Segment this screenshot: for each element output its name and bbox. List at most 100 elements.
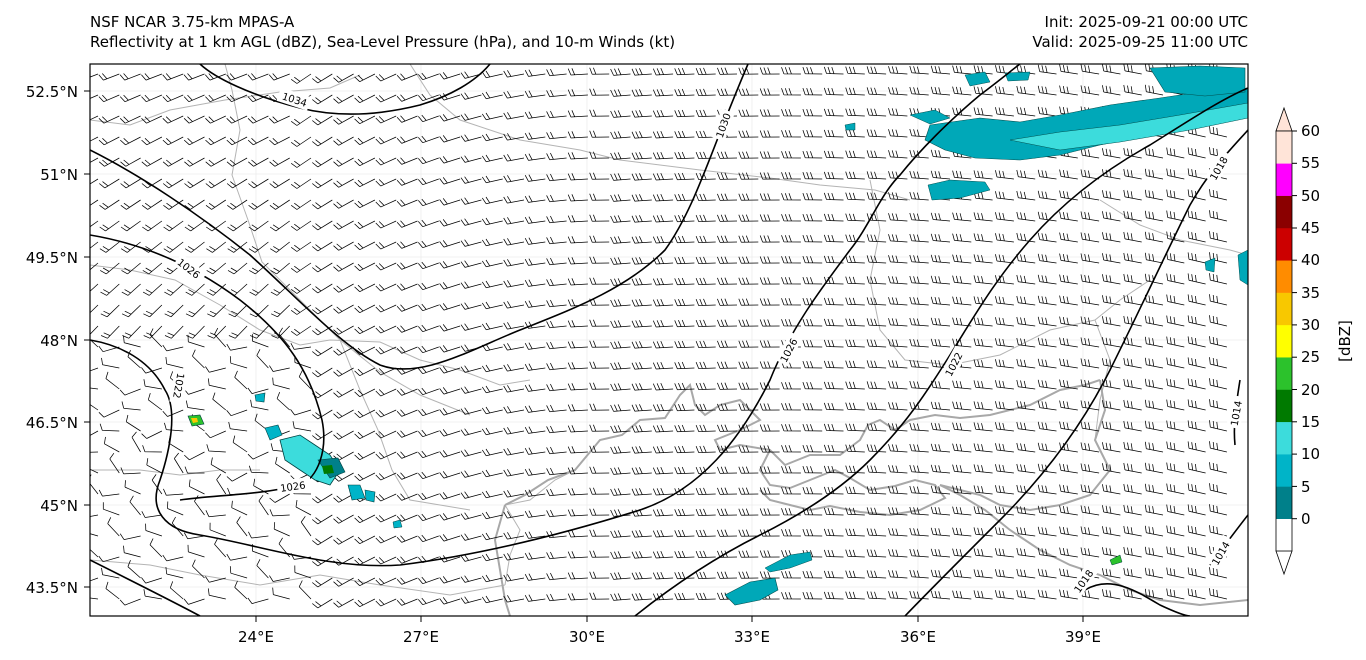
wind-barb xyxy=(481,301,503,310)
wind-barb xyxy=(1102,337,1121,348)
wind-barb xyxy=(272,587,290,600)
wind-barb xyxy=(866,549,887,558)
wind-barb xyxy=(888,570,908,579)
wind-barb xyxy=(460,575,482,583)
wind-barb xyxy=(460,218,482,226)
wind-barb xyxy=(375,409,397,418)
wind-barb xyxy=(652,382,674,391)
wind-barb xyxy=(147,392,163,411)
wind-barb xyxy=(375,325,397,334)
wind-barb xyxy=(460,239,482,247)
wind-barb xyxy=(439,240,461,248)
wind-barb xyxy=(589,193,610,201)
wind-barb xyxy=(90,178,99,185)
wind-barb xyxy=(524,111,546,119)
wind-barb xyxy=(930,506,951,516)
colorbar-tick-label: 45 xyxy=(1301,219,1320,237)
wind-barb xyxy=(738,403,759,411)
wind-barb xyxy=(589,529,610,537)
wind-barb xyxy=(781,592,801,600)
wind-barb xyxy=(481,406,503,415)
wind-barb xyxy=(1166,525,1185,537)
wind-barb xyxy=(354,451,376,461)
coastline xyxy=(493,504,511,616)
colorbar-swatch xyxy=(1276,324,1292,358)
wind-barb xyxy=(717,277,738,285)
colorbar-swatches xyxy=(1276,131,1292,552)
wind-barb xyxy=(333,325,354,335)
wind-barb xyxy=(909,380,929,390)
lon-tick-label: 39°E xyxy=(1065,628,1101,646)
wind-barb xyxy=(248,199,269,210)
wind-barb xyxy=(674,403,695,412)
wind-barb xyxy=(1102,526,1121,537)
wind-barb xyxy=(1123,357,1142,369)
wind-barb xyxy=(866,507,887,516)
wind-barb xyxy=(1016,106,1036,117)
wind-barb xyxy=(1144,189,1164,201)
wind-barb xyxy=(866,234,887,243)
wind-barb xyxy=(1166,504,1185,516)
wind-barb xyxy=(248,220,269,232)
wind-barb xyxy=(184,199,205,210)
wind-barb xyxy=(162,136,184,146)
wind-barb xyxy=(1166,441,1185,453)
wind-barb xyxy=(1059,463,1078,474)
wind-barb xyxy=(952,338,972,348)
wind-barb xyxy=(610,383,631,391)
wind-barb xyxy=(269,178,290,189)
wind-barb xyxy=(418,324,439,333)
wind-barb xyxy=(546,194,567,203)
wind-barb xyxy=(1187,588,1206,600)
wind-barb xyxy=(1144,168,1164,180)
wind-barb xyxy=(120,467,141,475)
wind-barb xyxy=(652,319,674,328)
wind-barb xyxy=(1144,273,1164,285)
wind-barb xyxy=(909,548,929,558)
wind-barb xyxy=(738,277,759,285)
wind-barb xyxy=(589,445,610,453)
wind-barb xyxy=(354,535,376,545)
wind-barb xyxy=(481,595,503,604)
wind-barb xyxy=(717,172,738,180)
wind-barb xyxy=(439,219,461,227)
wind-barb xyxy=(589,550,610,558)
wind-barb xyxy=(652,424,674,433)
wind-barb xyxy=(460,302,482,310)
wind-barb xyxy=(717,67,738,75)
wind-barb xyxy=(973,590,993,600)
wind-barb xyxy=(481,490,503,499)
wind-barb xyxy=(460,449,482,457)
wind-barb xyxy=(1209,399,1227,411)
wind-barb xyxy=(695,151,716,159)
wind-barb xyxy=(823,591,844,600)
wind-barb xyxy=(354,472,376,482)
wind-barb xyxy=(1187,210,1206,222)
wind-barb xyxy=(1144,231,1164,243)
wind-barb xyxy=(1144,504,1164,516)
coastline xyxy=(504,379,1101,506)
wind-barb xyxy=(1166,378,1185,390)
wind-barb xyxy=(162,115,184,124)
wind-barb xyxy=(738,214,759,222)
wind-barb xyxy=(546,593,567,602)
wind-barb xyxy=(481,385,503,394)
wind-barb xyxy=(888,591,908,600)
wind-barb xyxy=(439,597,461,605)
wind-barb xyxy=(439,492,461,500)
wind-barb xyxy=(269,136,290,146)
wind-barb xyxy=(567,320,588,328)
wind-barb xyxy=(546,236,567,245)
wind-barb xyxy=(249,262,269,275)
wind-barb xyxy=(759,277,780,285)
wind-barb xyxy=(909,527,929,537)
wind-barb xyxy=(1166,168,1185,180)
wind-barb xyxy=(1059,442,1078,453)
wind-barb xyxy=(610,278,631,286)
wind-barb xyxy=(460,323,482,331)
wind-barb xyxy=(164,304,184,318)
colorbar-tick-label: 35 xyxy=(1301,284,1320,302)
wind-barb xyxy=(1209,588,1227,600)
field-title: Reflectivity at 1 km AGL (dBZ), Sea-Leve… xyxy=(90,33,676,51)
reflectivity xyxy=(187,65,1248,606)
